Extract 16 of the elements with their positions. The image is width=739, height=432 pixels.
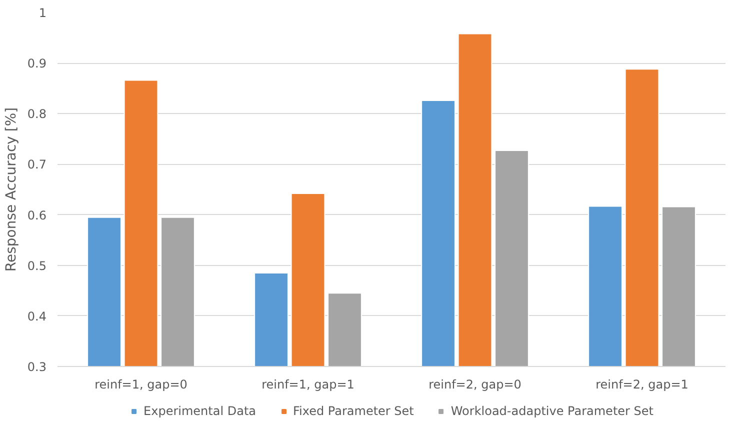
y-tick-label: 0.5: [27, 258, 47, 273]
y-tick-label: 0.9: [27, 56, 47, 71]
x-tick-label: reinf=2, gap=0: [428, 378, 522, 392]
y-tick-label: 0.3: [27, 360, 47, 374]
x-tick-label: reinf=1, gap=1: [262, 378, 354, 392]
x-tick-label: reinf=1, gap=0: [94, 378, 188, 392]
y-tick-label: 1: [38, 6, 47, 20]
y-tick-label: 0.4: [27, 309, 47, 324]
x-tick-label: reinf=2, gap=1: [596, 378, 688, 392]
legend-label: Experimental Data: [144, 404, 256, 418]
legend-label: Workload-adaptive Parameter Set: [450, 404, 654, 418]
y-tick-label: 0.7: [27, 158, 47, 172]
y-tick-label: 0.8: [27, 107, 47, 122]
y-tick-label: 0.6: [27, 208, 47, 222]
legend-label: Fixed Parameter Set: [293, 404, 414, 418]
y-axis-title: Response Accuracy [%]: [3, 107, 20, 272]
